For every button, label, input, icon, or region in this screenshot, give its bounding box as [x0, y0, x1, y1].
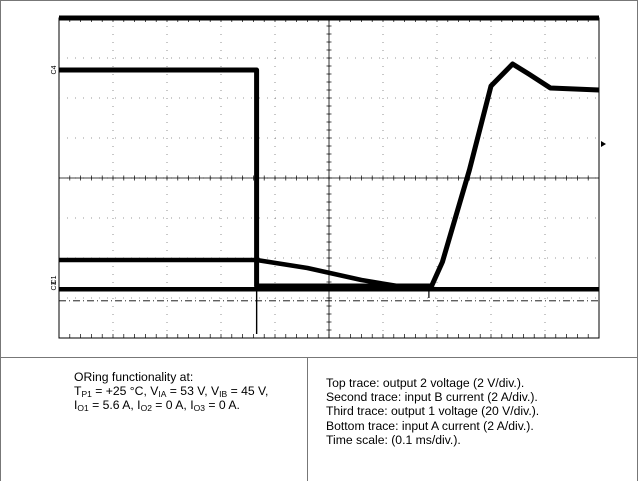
channel-marker-c3: C3: [51, 281, 58, 290]
legend-third-trace: Third trace: output 1 voltage (20 V/div.…: [326, 404, 540, 419]
conditions-line2-part: IA: [158, 389, 167, 400]
legend-top-trace: Top trace: output 2 voltage (2 V/div.).: [326, 376, 525, 390]
trace-legend-caption: Top trace: output 2 voltage (2 V/div.). …: [326, 376, 539, 447]
conditions-line3-part: = 0 A.: [204, 398, 240, 413]
conditions-title: ORing functionality at:: [74, 370, 194, 384]
conditions-line2-part: P1: [81, 389, 92, 400]
trigger-marker: [601, 141, 606, 147]
conditions-line2-part: = 45 V,: [227, 384, 269, 399]
conditions-line3-part: = 0 A, I: [151, 398, 194, 413]
conditions-line-currents: IO1 = 5.6 A, IO2 = 0 A, IO3 = 0 A.: [74, 398, 268, 412]
conditions-line2-part: = +25 °C, V: [91, 384, 159, 399]
channel-marker-c4: C4: [51, 65, 58, 74]
conditions-line3-part: O3: [193, 403, 205, 414]
conditions-line2-part: T: [74, 384, 82, 399]
conditions-line2-part: = 53 V, V: [166, 384, 220, 399]
traces: [59, 15, 600, 334]
legend-bottom-trace: Bottom trace: input A current (2 A/div.)…: [326, 418, 534, 433]
conditions-line3-part: O2: [140, 403, 152, 414]
legend-second-trace: Second trace: input B current (2 A/div.)…: [326, 390, 538, 405]
channel-marker-c1: C1: [51, 275, 58, 284]
conditions-line2-part: IB: [219, 389, 228, 400]
legend-time-scale: Time scale: (0.1 ms/div.).: [326, 432, 461, 447]
conditions-caption: ORing functionality at: TP1 = +25 °C, VI…: [74, 370, 268, 413]
conditions-line3-part: I: [74, 398, 78, 413]
conditions-line3-part: O1: [77, 403, 89, 414]
conditions-line-temperature-voltage: TP1 = +25 °C, VIA = 53 V, VIB = 45 V,: [74, 384, 268, 398]
conditions-line3-part: = 5.6 A, I: [88, 398, 141, 413]
trace-top: [59, 61, 600, 289]
